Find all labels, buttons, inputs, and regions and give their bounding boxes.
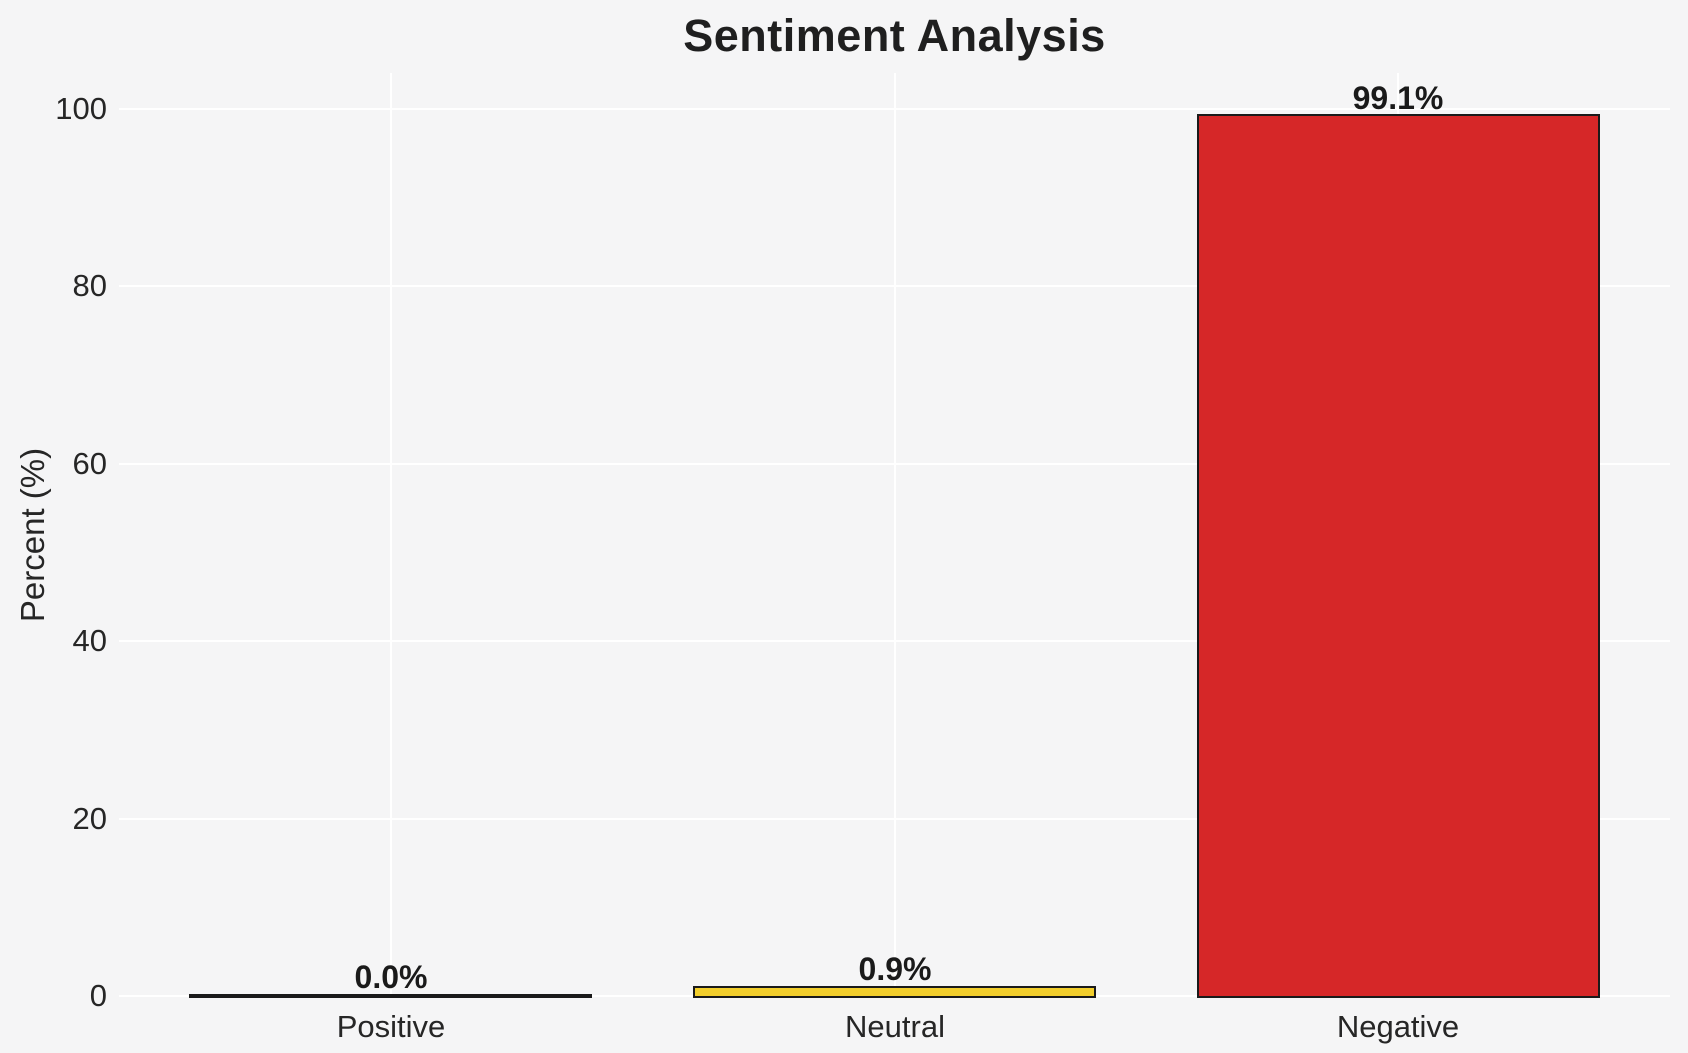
- y-tick-label: 80: [72, 268, 107, 303]
- x-category-label-positive: Positive: [336, 1009, 446, 1044]
- y-tick-label: 0: [89, 978, 107, 1013]
- value-label-positive: 0.0%: [354, 959, 428, 995]
- x-category-label-neutral: Neutral: [845, 1009, 945, 1044]
- gridline-vertical: [390, 73, 392, 996]
- value-label-neutral: 0.9%: [858, 951, 932, 987]
- value-label-negative: 99.1%: [1352, 80, 1444, 116]
- bar-negative: [1197, 114, 1600, 998]
- gridline-vertical: [894, 73, 896, 996]
- y-tick-label: 100: [55, 91, 107, 126]
- y-tick-label: 20: [72, 801, 107, 836]
- y-tick-label: 40: [72, 623, 107, 658]
- chart-title: Sentiment Analysis: [683, 10, 1106, 61]
- x-category-label-negative: Negative: [1336, 1009, 1460, 1044]
- bar-neutral: [693, 986, 1096, 998]
- y-tick-label: 60: [72, 446, 107, 481]
- bar-positive: [189, 994, 592, 998]
